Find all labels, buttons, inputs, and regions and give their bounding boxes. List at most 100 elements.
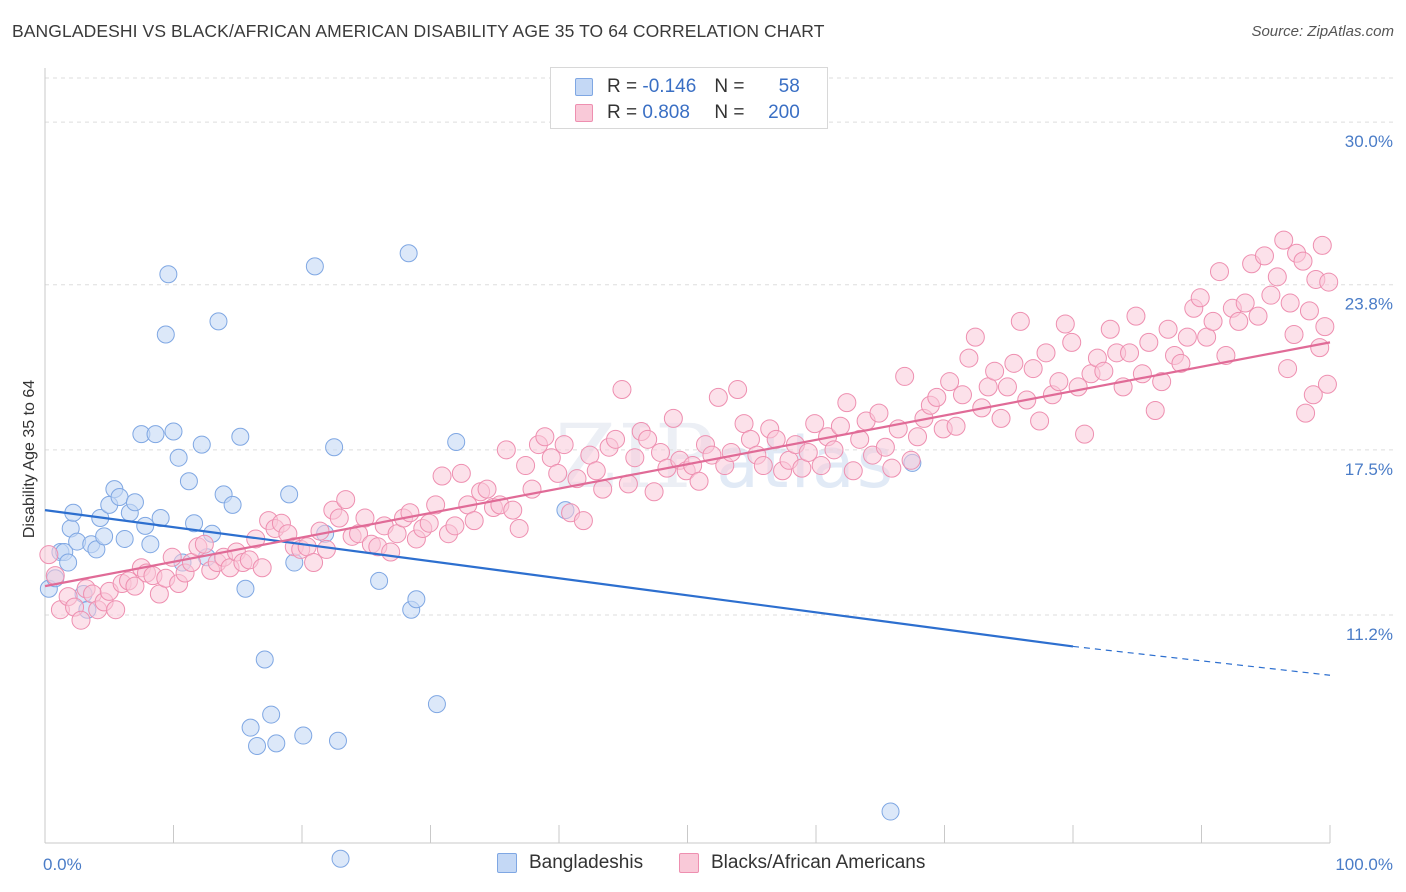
data-point-blacks — [940, 372, 960, 392]
data-point-blacks — [721, 442, 741, 462]
data-point-blacks — [959, 348, 979, 368]
data-point-blacks — [1203, 311, 1223, 331]
legend-swatch-blue — [497, 853, 517, 873]
data-point-blacks — [355, 508, 375, 528]
data-point-blacks — [304, 553, 324, 573]
data-point-bangladeshis — [179, 472, 198, 491]
data-point-blacks — [625, 448, 645, 468]
data-point-blacks — [1278, 359, 1298, 379]
data-point-blacks — [477, 479, 497, 499]
data-point-bangladeshis — [370, 571, 389, 590]
data-point-blacks — [811, 456, 831, 476]
legend-swatch-pink — [575, 104, 593, 122]
data-point-bangladeshis — [399, 244, 418, 263]
data-point-blacks — [516, 456, 536, 476]
data-point-bangladeshis — [231, 427, 250, 446]
data-point-bangladeshis — [294, 726, 313, 745]
legend-row-blacks: R = 0.808 N = 200 — [575, 101, 800, 125]
data-point-blacks — [1139, 332, 1159, 352]
data-point-blacks — [837, 393, 857, 413]
legend-swatch-pink — [679, 853, 699, 873]
data-point-blacks — [1299, 301, 1319, 321]
data-point-blacks — [1254, 246, 1274, 266]
data-point-bangladeshis — [59, 553, 78, 572]
data-point-bangladeshis — [192, 435, 211, 454]
data-point-blacks — [1190, 288, 1210, 308]
data-point-bangladeshis — [115, 529, 134, 548]
data-point-blacks — [875, 437, 895, 457]
legend-swatch-blue — [575, 78, 593, 96]
data-point-blacks — [426, 495, 446, 515]
data-point-blacks — [1235, 293, 1255, 313]
data-point-blacks — [952, 385, 972, 405]
data-point-blacks — [644, 482, 664, 502]
legend-r-label: R = — [607, 102, 638, 123]
legend-r-value: -0.146 — [642, 76, 697, 97]
data-point-bangladeshis — [209, 312, 228, 331]
data-point-bangladeshis — [169, 448, 188, 467]
data-point-blacks — [1126, 306, 1146, 326]
data-point-bangladeshis — [407, 590, 426, 609]
data-point-blacks — [663, 408, 683, 428]
data-point-blacks — [638, 429, 658, 449]
y-tick-label: 23.8% — [1345, 295, 1393, 314]
data-point-blacks — [1004, 353, 1024, 373]
data-point-bangladeshis — [241, 718, 260, 737]
data-point-blacks — [1261, 285, 1281, 305]
data-point-bangladeshis — [305, 257, 324, 276]
data-point-bangladeshis — [267, 734, 286, 753]
data-point-blacks — [1145, 401, 1165, 421]
data-point-bangladeshis — [255, 650, 274, 669]
data-point-blacks — [1310, 338, 1330, 358]
data-point-blacks — [1303, 385, 1323, 405]
legend-row-bangladeshis: R = -0.146 N = 58 — [575, 75, 800, 99]
data-point-bangladeshis — [262, 705, 281, 724]
series-bangladeshis-points — [39, 244, 922, 868]
data-point-blacks — [310, 521, 330, 541]
data-point-blacks — [1280, 293, 1300, 313]
data-point-bangladeshis — [136, 516, 155, 535]
legend-r-label: R = — [607, 76, 638, 97]
y-tick-label: 17.5% — [1345, 460, 1393, 479]
data-point-blacks — [1075, 424, 1095, 444]
data-point-blacks — [1284, 324, 1304, 344]
data-point-bangladeshis — [236, 579, 255, 598]
legend-label-bangladeshis: Bangladeshis — [529, 852, 644, 873]
data-point-blacks — [1312, 235, 1332, 255]
data-point-blacks — [1036, 343, 1056, 363]
data-point-blacks — [1296, 403, 1316, 423]
data-point-blacks — [1152, 372, 1172, 392]
data-point-bangladeshis — [95, 527, 114, 546]
legend-n-value: 200 — [768, 102, 800, 123]
data-point-blacks — [728, 380, 748, 400]
data-point-blacks — [1216, 345, 1236, 365]
data-point-blacks — [798, 442, 818, 462]
data-point-blacks — [895, 366, 915, 386]
data-point-blacks — [194, 534, 214, 554]
data-point-blacks — [1177, 327, 1197, 347]
data-point-blacks — [946, 416, 966, 436]
series-legend: Bangladeshis Blacks/African Americans — [0, 852, 1406, 876]
data-point-blacks — [901, 450, 921, 470]
trend-line-bangladeshis — [44, 509, 1074, 648]
data-point-blacks — [1315, 317, 1335, 337]
data-point-bangladeshis — [427, 695, 446, 714]
data-point-blacks — [965, 327, 985, 347]
data-point-blacks — [1010, 311, 1030, 331]
trend-line-bangladeshis-extension — [1072, 645, 1331, 676]
data-point-bangladeshis — [325, 438, 344, 457]
legend-item-bangladeshis[interactable]: Bangladeshis — [497, 852, 643, 874]
data-point-blacks — [1274, 230, 1294, 250]
data-point-blacks — [1158, 319, 1178, 339]
data-point-blacks — [606, 429, 626, 449]
data-point-blacks — [464, 511, 484, 531]
data-point-bangladeshis — [156, 325, 175, 344]
data-point-blacks — [882, 458, 902, 478]
data-point-blacks — [869, 403, 889, 423]
y-axis-label: Disability Age 35 to 64 — [21, 380, 38, 538]
legend-item-blacks[interactable]: Blacks/African Americans — [679, 852, 925, 874]
data-point-blacks — [381, 542, 401, 562]
data-point-blacks — [997, 377, 1017, 397]
trend-lines — [44, 341, 1331, 676]
x-tick-label: 0.0% — [43, 855, 82, 874]
